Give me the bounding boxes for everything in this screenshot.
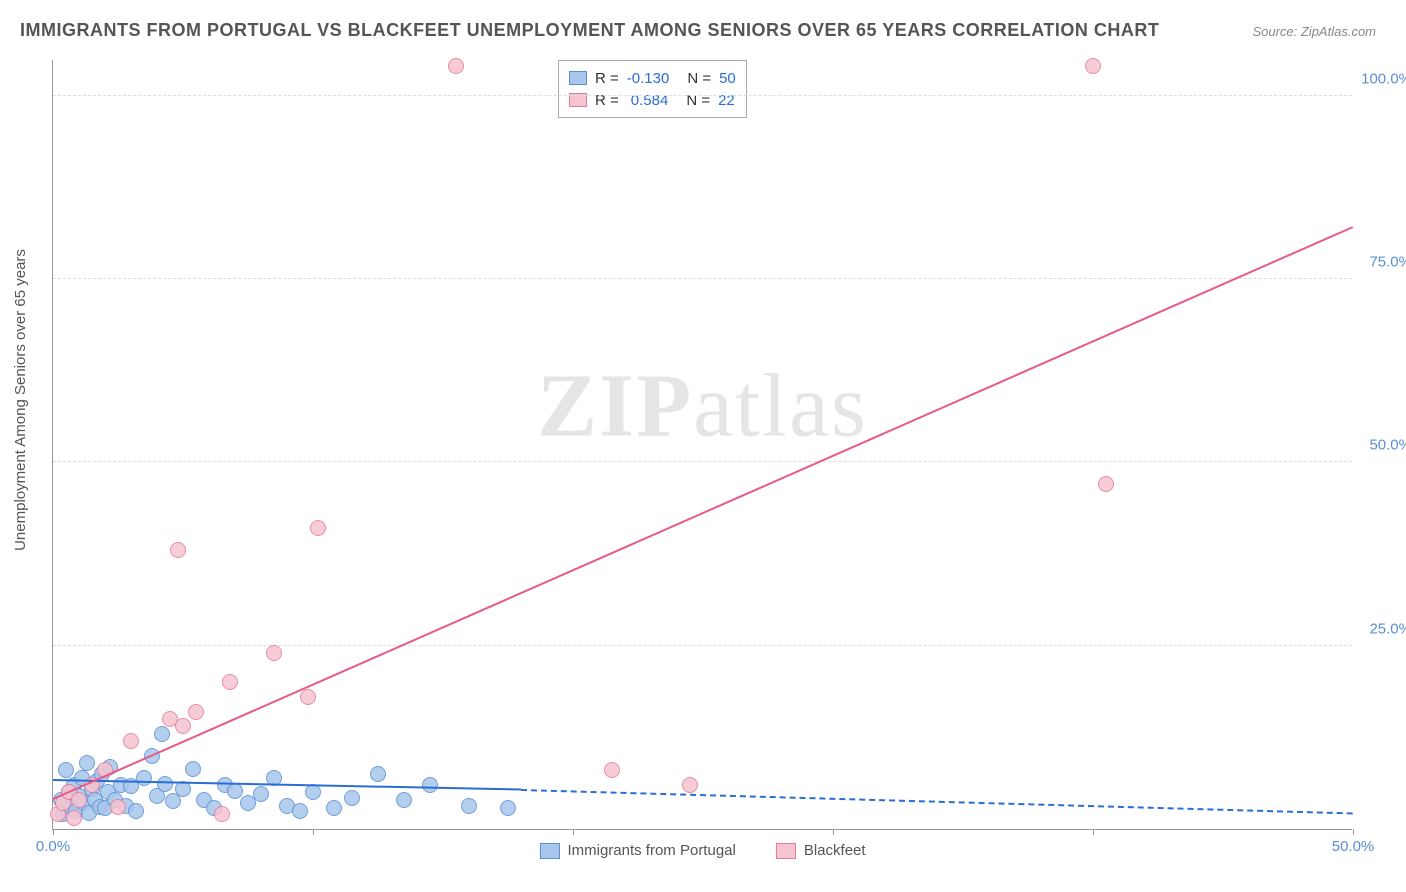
- data-point: [461, 798, 477, 814]
- x-tick-label: 50.0%: [1332, 838, 1375, 855]
- trend-line: [521, 789, 1353, 814]
- x-tick: [1093, 829, 1094, 835]
- watermark-light: atlas: [693, 357, 868, 456]
- data-point: [292, 803, 308, 819]
- bottom-legend: Immigrants from Portugal Blackfeet: [539, 842, 865, 859]
- data-point: [110, 799, 126, 815]
- data-point: [500, 800, 516, 816]
- legend-swatch-2: [776, 843, 796, 859]
- legend-swatch-1: [539, 843, 559, 859]
- stats-r-value-1: -0.130: [627, 70, 670, 87]
- y-tick-label: 100.0%: [1357, 70, 1406, 87]
- data-point: [682, 777, 698, 793]
- data-point: [305, 784, 321, 800]
- data-point: [66, 810, 82, 826]
- watermark-bold: ZIP: [537, 357, 693, 456]
- y-tick-label: 75.0%: [1357, 254, 1406, 271]
- data-point: [136, 770, 152, 786]
- stats-legend-box: R = -0.130 N = 50 R = 0.584 N = 22: [558, 60, 747, 118]
- stats-swatch-1: [569, 71, 587, 85]
- y-axis-label: Unemployment Among Seniors over 65 years: [12, 249, 29, 551]
- gridline: [53, 278, 1352, 279]
- x-tick: [833, 829, 834, 835]
- gridline: [53, 461, 1352, 462]
- x-tick: [313, 829, 314, 835]
- data-point: [422, 777, 438, 793]
- stats-row-2: R = 0.584 N = 22: [569, 89, 736, 111]
- legend-label-2: Blackfeet: [804, 842, 866, 859]
- data-point: [300, 689, 316, 705]
- data-point: [266, 645, 282, 661]
- data-point: [604, 762, 620, 778]
- data-point: [222, 674, 238, 690]
- data-point: [214, 806, 230, 822]
- chart-title: IMMIGRANTS FROM PORTUGAL VS BLACKFEET UN…: [20, 20, 1159, 41]
- y-tick-label: 25.0%: [1357, 620, 1406, 637]
- data-point: [1085, 58, 1101, 74]
- y-tick-label: 50.0%: [1357, 437, 1406, 454]
- data-point: [326, 800, 342, 816]
- data-point: [1098, 476, 1114, 492]
- stats-n-label-1: N =: [687, 70, 711, 87]
- gridline: [53, 95, 1352, 96]
- gridline: [53, 645, 1352, 646]
- plot-area: ZIPatlas R = -0.130 N = 50 R = 0.584 N =…: [52, 60, 1352, 830]
- data-point: [175, 718, 191, 734]
- x-tick-label: 0.0%: [36, 838, 70, 855]
- x-tick: [1353, 829, 1354, 835]
- data-point: [253, 786, 269, 802]
- watermark: ZIPatlas: [537, 355, 868, 458]
- x-tick: [53, 829, 54, 835]
- stats-row-1: R = -0.130 N = 50: [569, 67, 736, 89]
- data-point: [58, 762, 74, 778]
- source-label: Source: ZipAtlas.com: [1252, 24, 1376, 39]
- legend-item-1: Immigrants from Portugal: [539, 842, 735, 859]
- x-tick: [573, 829, 574, 835]
- data-point: [344, 790, 360, 806]
- stats-n-value-1: 50: [719, 70, 736, 87]
- data-point: [71, 792, 87, 808]
- legend-item-2: Blackfeet: [776, 842, 866, 859]
- legend-label-1: Immigrants from Portugal: [567, 842, 735, 859]
- data-point: [370, 766, 386, 782]
- data-point: [188, 704, 204, 720]
- data-point: [448, 58, 464, 74]
- data-point: [185, 761, 201, 777]
- trend-line: [53, 226, 1354, 800]
- data-point: [310, 520, 326, 536]
- data-point: [157, 776, 173, 792]
- data-point: [123, 733, 139, 749]
- data-point: [128, 803, 144, 819]
- data-point: [79, 755, 95, 771]
- data-point: [227, 783, 243, 799]
- data-point: [396, 792, 412, 808]
- stats-r-label-1: R =: [595, 70, 619, 87]
- data-point: [170, 542, 186, 558]
- data-point: [154, 726, 170, 742]
